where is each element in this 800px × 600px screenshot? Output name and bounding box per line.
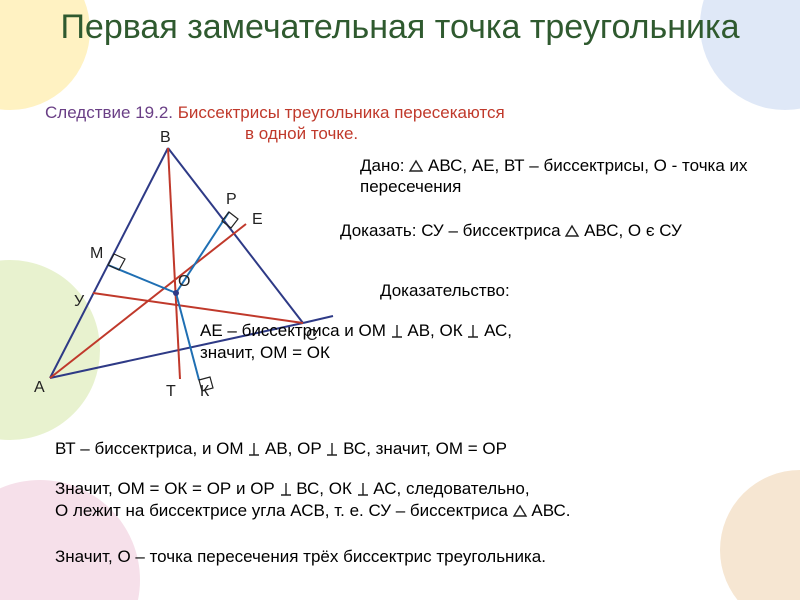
perp-glyph-6	[357, 482, 369, 496]
perp-glyph-3	[248, 442, 260, 456]
label-K: К	[200, 383, 210, 400]
label-A: А	[34, 379, 45, 396]
given-label: Дано:	[360, 156, 405, 175]
triangle-glyph-3	[513, 505, 527, 517]
proof-line-3: Значит, ОМ = ОК = ОР и ОР ВС, ОК АС, сле…	[55, 478, 530, 499]
proof-line-4: О лежит на биссектрисе угла АСВ, т. е. С…	[55, 500, 571, 521]
prove-text: СУ – биссектриса АВС, О є СУ	[421, 221, 682, 240]
proof-line-1b: значит, ОМ = ОК	[200, 342, 330, 363]
label-Y: У	[74, 293, 85, 310]
proof-line-5: Значит, О – точка пересечения трёх биссе…	[55, 546, 546, 567]
slide: Первая замечательная точка треугольника …	[0, 0, 800, 600]
perp-glyph-5	[280, 482, 292, 496]
prove: Доказать: СУ – биссектриса АВС, О є СУ	[340, 220, 780, 241]
label-B: В	[160, 129, 171, 146]
slide-title: Первая замечательная точка треугольника	[0, 8, 800, 47]
triangle-glyph-1	[409, 160, 423, 172]
proof-line-1: АЕ – биссектриса и ОМ АВ, ОК АС,	[200, 320, 512, 341]
corollary-label: Следствие 19.2.	[45, 103, 173, 122]
bg-circle-5	[720, 470, 800, 600]
perp-glyph-4	[326, 442, 338, 456]
proof-line-2: ВТ – биссектриса, и ОМ АВ, ОР ВС, значит…	[55, 438, 507, 459]
label-M: М	[90, 245, 103, 262]
label-P: Р	[226, 191, 237, 208]
corollary: Следствие 19.2. Биссектрисы треугольника…	[45, 102, 505, 123]
point-O	[173, 290, 179, 296]
triangle-glyph-2	[565, 225, 579, 237]
given: Дано: АВС, АЕ, ВТ – биссектрисы, О - точ…	[360, 155, 770, 198]
label-O: О	[178, 273, 190, 290]
prove-label: Доказать:	[340, 221, 416, 240]
perp-glyph-1	[391, 324, 403, 338]
label-E: Е	[252, 211, 263, 228]
proof-label: Доказательство:	[380, 280, 510, 301]
triangle-diagram: А В С О Т К Е Р М У	[28, 128, 348, 418]
label-T: Т	[166, 383, 176, 400]
perp-glyph-2	[467, 324, 479, 338]
corollary-line1: Биссектрисы треугольника пересекаются	[178, 103, 505, 122]
